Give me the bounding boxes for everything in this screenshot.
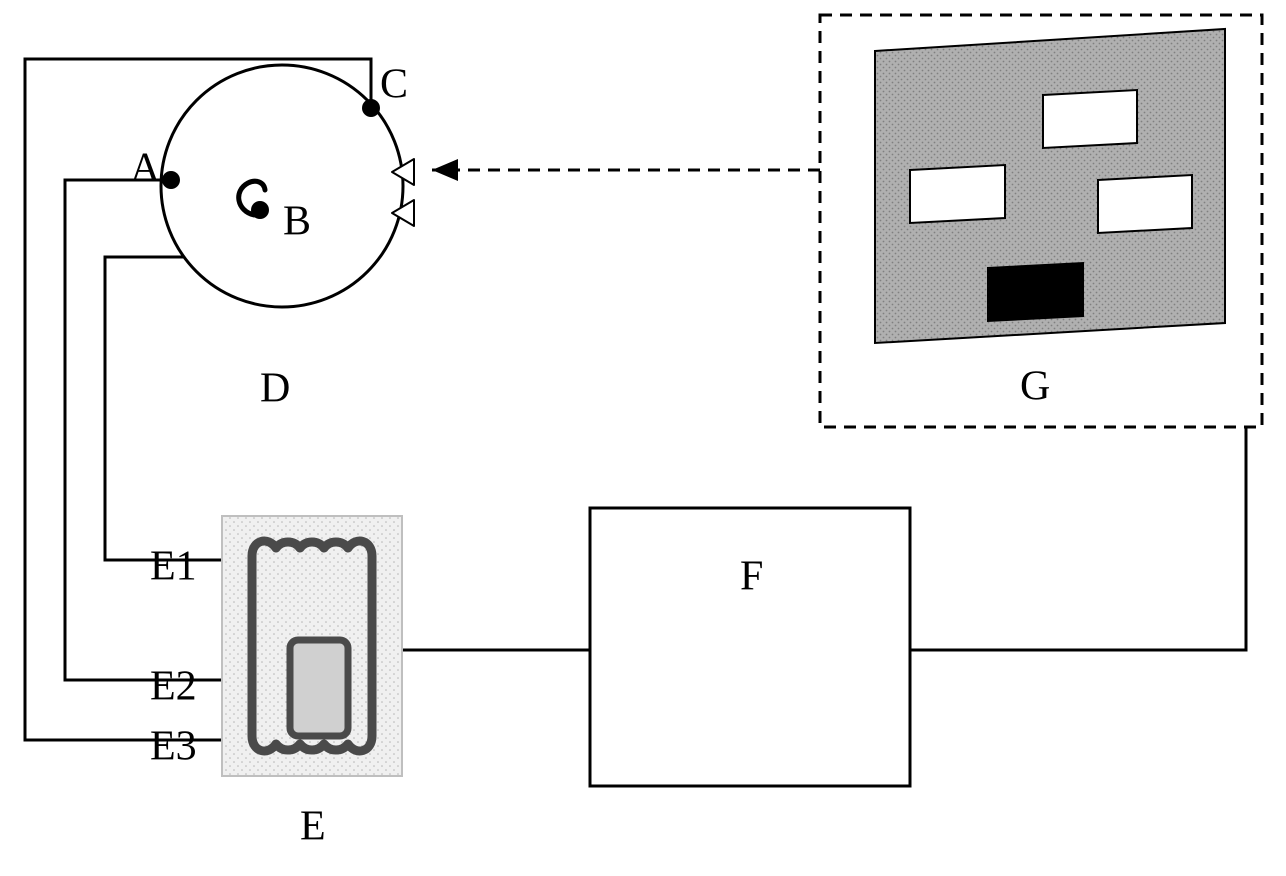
electrode-c	[362, 99, 380, 117]
head-region	[161, 65, 414, 307]
chip-inner	[290, 640, 348, 736]
label-d: D	[260, 366, 290, 412]
electrode-a	[162, 171, 180, 189]
label-b: B	[283, 199, 311, 245]
label-a: A	[130, 146, 161, 192]
screen-slot-1	[910, 165, 1005, 223]
box-f	[590, 508, 910, 786]
label-c: C	[380, 62, 408, 108]
label-e1: E1	[150, 544, 197, 590]
wire-F_to_G	[910, 427, 1246, 650]
electrode-b	[251, 201, 269, 219]
box-e	[222, 516, 402, 776]
screen-slot-4	[988, 263, 1083, 321]
arrowhead-icon	[432, 159, 458, 181]
label-f: F	[740, 554, 763, 600]
label-e3: E3	[150, 724, 197, 770]
label-e: E	[300, 804, 326, 850]
label-e2: E2	[150, 664, 197, 710]
screen-slot-2	[1043, 90, 1137, 148]
label-g: G	[1020, 364, 1050, 410]
screen-slot-3	[1098, 175, 1192, 233]
